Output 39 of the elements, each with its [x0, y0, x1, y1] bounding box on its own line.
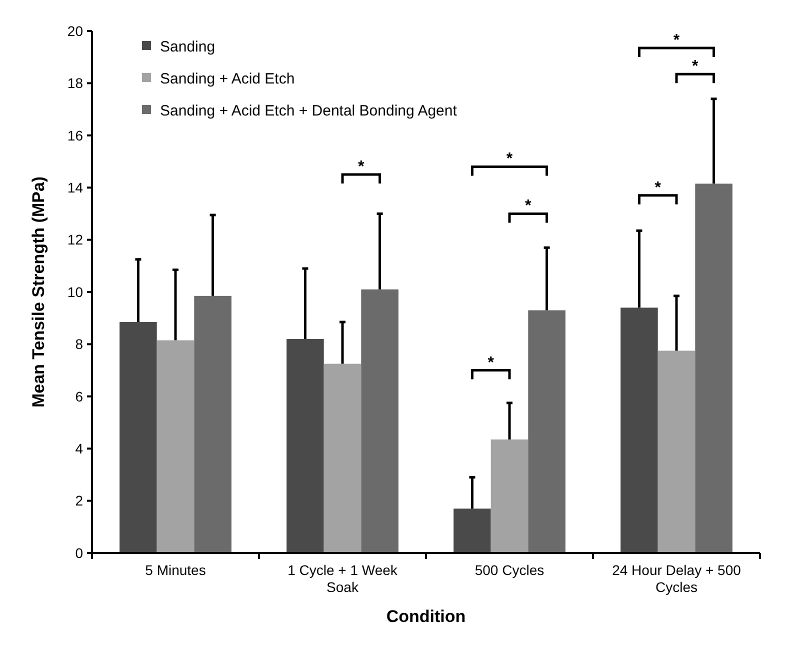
bar	[620, 308, 658, 553]
x-axis-title: Condition	[386, 607, 466, 626]
y-tick-label: 18	[67, 75, 84, 92]
bar	[194, 296, 232, 553]
annotation: *	[673, 32, 680, 49]
y-tick-label: 4	[75, 440, 84, 456]
bar	[695, 184, 732, 553]
x-tick-label: 24 Hour Delay + 500 Cycles	[612, 562, 742, 595]
bar	[286, 338, 324, 553]
y-tick-label: 10	[67, 284, 84, 300]
y-tick-label: 8	[75, 336, 84, 352]
x-tick-label: 500 Cycles	[474, 562, 544, 578]
bar	[454, 508, 491, 553]
legend-label: Sanding + Acid Etch	[160, 70, 295, 88]
annotation: *	[358, 158, 366, 176]
annotation: *	[488, 354, 495, 372]
x-tick-label: 1 Cycle + 1 Week Soak	[288, 562, 398, 595]
annotation: *	[692, 58, 700, 76]
bar	[490, 439, 528, 553]
bar	[156, 340, 194, 553]
y-tick-label: 6	[75, 388, 84, 404]
y-axis-title: Mean Tensile Strength (MPa)	[29, 176, 48, 408]
x-tick-label: 5 Minutes	[145, 562, 206, 578]
y-tick-label: 14	[67, 180, 84, 196]
y-tick-label: 20	[67, 22, 84, 39]
bar	[361, 289, 398, 553]
bar	[324, 364, 362, 553]
bar	[528, 310, 566, 553]
legend-label: Sanding	[160, 38, 216, 56]
legend-label: Sanding + Acid Etch + Dental Bonding Agent	[160, 102, 458, 120]
bar	[658, 350, 696, 553]
y-tick-label: 12	[67, 232, 84, 248]
annotation: *	[525, 198, 532, 215]
annotation: *	[506, 150, 514, 168]
y-tick-label: 16	[67, 127, 84, 144]
annotation: *	[654, 179, 662, 196]
y-tick-label: 0	[75, 544, 84, 561]
y-tick-label: 2	[75, 492, 84, 509]
bar	[120, 322, 157, 553]
